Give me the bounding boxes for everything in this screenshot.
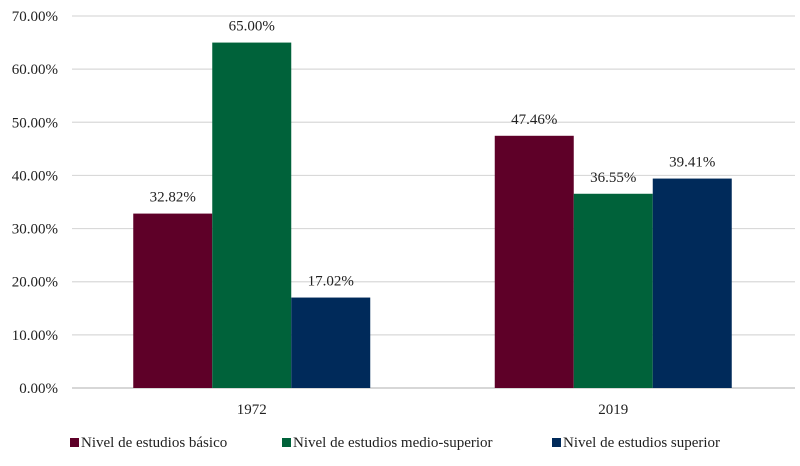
legend-swatch [70,438,79,447]
y-tick-label: 30.00% [12,222,58,238]
bar [494,135,574,388]
legend-label: Nivel de estudios medio-superior [293,435,493,451]
x-tick-label: 2019 [598,402,628,418]
y-tick-label: 70.00% [12,9,58,25]
legend-swatch [552,438,561,447]
y-tick-label: 10.00% [12,328,58,344]
bar [133,213,213,388]
y-tick-label: 0.00% [19,381,58,397]
data-label: 32.82% [150,190,196,206]
data-label: 47.46% [511,112,557,128]
y-tick-label: 40.00% [12,168,58,184]
bar [652,178,732,388]
data-label: 17.02% [308,274,354,290]
bar [212,42,292,388]
data-label: 36.55% [590,170,636,186]
bar [291,297,371,388]
legend-label: Nivel de estudios superior [563,435,720,451]
y-tick-label: 50.00% [12,115,58,131]
y-tick-label: 20.00% [12,275,58,291]
data-label: 39.41% [669,155,715,171]
bar [573,193,653,388]
x-tick-label: 1972 [237,402,267,418]
y-tick-label: 60.00% [12,62,58,78]
data-label: 65.00% [229,19,275,35]
legend-label: Nivel de estudios básico [81,435,227,451]
legend-swatch [282,438,291,447]
